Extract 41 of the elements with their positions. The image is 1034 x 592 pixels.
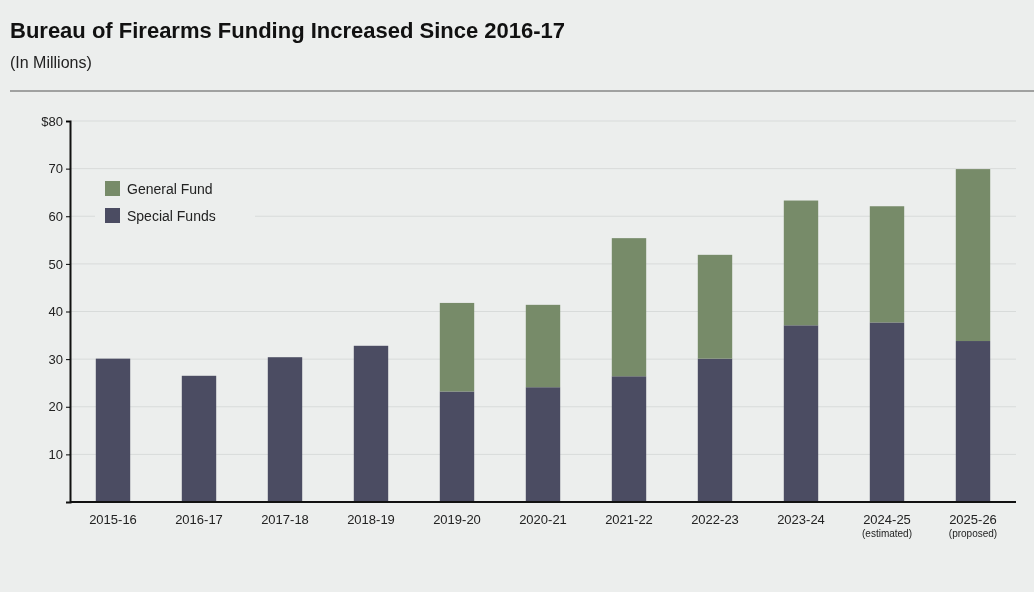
legend-label: Special Funds <box>127 208 216 224</box>
x-tick-label: 2018-19 <box>347 512 395 527</box>
y-tick-label: 10 <box>48 447 63 463</box>
bar <box>525 387 561 502</box>
bar <box>955 341 991 502</box>
x-tick-label: 2015-16 <box>89 512 137 527</box>
bar <box>783 200 819 326</box>
bar <box>353 345 389 502</box>
x-tick-label: 2016-17 <box>175 512 223 527</box>
x-tick-label: 2023-24 <box>777 512 825 527</box>
chart-title: Bureau of Firearms Funding Increased Since 2016-17 <box>10 18 566 43</box>
y-tick-label: 60 <box>48 208 63 224</box>
y-tick-label: 20 <box>48 399 63 415</box>
x-tick-label: 2022-23 <box>691 512 739 527</box>
x-tick-label: 2021-22 <box>605 512 653 527</box>
y-tick-label: 70 <box>48 161 63 177</box>
bar <box>525 304 561 388</box>
bar <box>697 358 733 502</box>
bar <box>955 169 991 342</box>
chart-subtitle: (In Millions) <box>10 54 92 71</box>
bar <box>869 322 905 502</box>
bar <box>869 206 905 323</box>
x-tick-label: 2017-18 <box>261 512 309 527</box>
bar <box>783 325 819 502</box>
bar <box>611 376 647 502</box>
y-tick-label: 30 <box>48 351 63 367</box>
x-tick-label: 2024-25 (estimated) <box>861 512 913 539</box>
x-tick-label: 2019-20 <box>433 512 481 527</box>
bar <box>267 357 303 502</box>
bar <box>439 391 475 502</box>
bar <box>95 358 131 502</box>
bar <box>181 375 217 502</box>
y-tick-label: $80 <box>41 113 63 129</box>
bar <box>697 254 733 359</box>
x-tick-label: 2020-21 <box>519 512 567 527</box>
x-tick-label: 2025-26 (proposed) <box>948 512 998 539</box>
legend-label: General Fund <box>127 181 213 197</box>
bar <box>611 238 647 377</box>
y-tick-label: 50 <box>48 256 63 272</box>
bar <box>439 302 475 392</box>
y-tick-label: 40 <box>48 304 63 320</box>
